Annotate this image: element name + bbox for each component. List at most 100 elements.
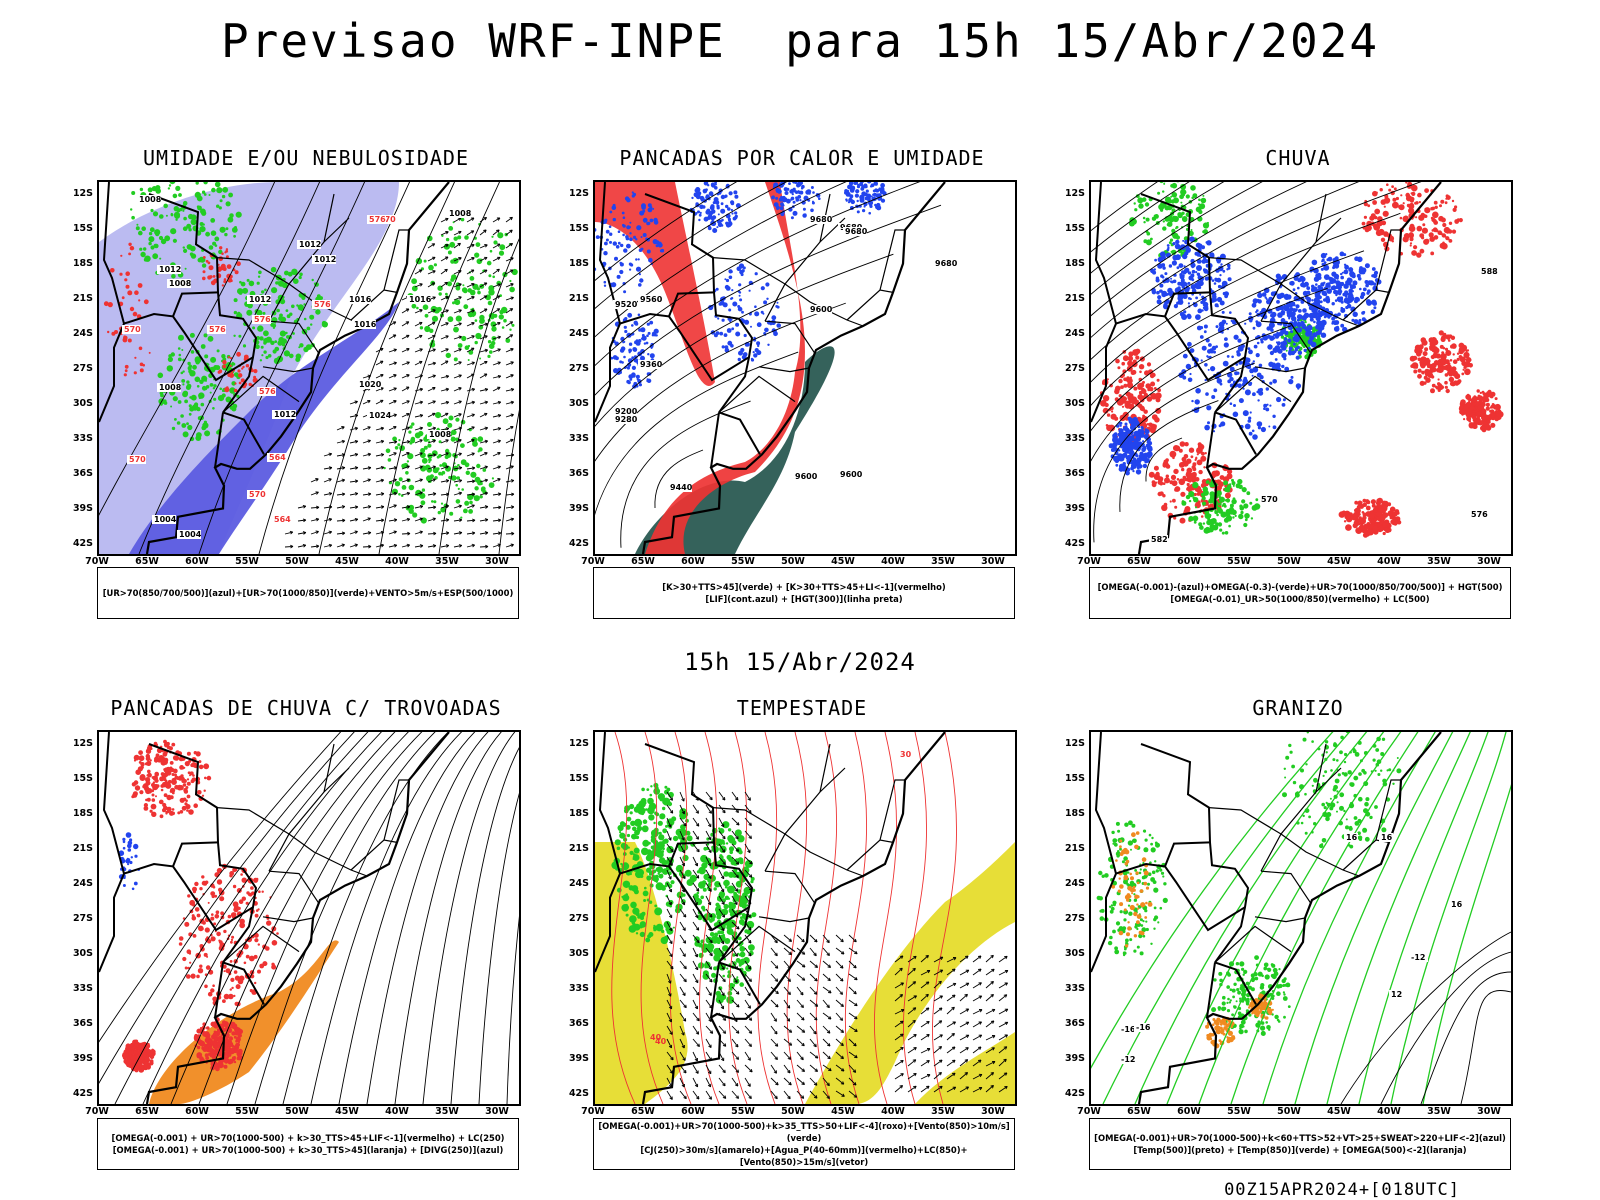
hgt500-lines (1091, 182, 1422, 543)
lat-tick-label: 21S (72, 843, 93, 854)
red-thickness-labels-text: 576 (369, 215, 386, 224)
lon-tick-label: 45W (335, 556, 359, 567)
isobar-labels-text: 1008 (429, 430, 452, 439)
isobar-labels-text: 1016 (409, 295, 432, 304)
red-thickness-labels-text: 564 (274, 515, 291, 524)
legend-line: [OMEGA(-0.01)_UR>50(1000/850)(vermelho) … (1170, 594, 1430, 604)
lat-tick-label: 33S (1064, 433, 1085, 444)
lat-tick-label: 39S (1064, 503, 1085, 514)
map-trovoadas (97, 730, 521, 1106)
temp-labels-text: -16 (1136, 1023, 1151, 1032)
red-thickness-speckle (103, 242, 258, 393)
temp-labels-text: 16 (1451, 900, 1463, 909)
height-labels-text: 9680 (845, 227, 868, 236)
lon-tick-label: 35W (1427, 556, 1451, 567)
lon-tick-label: 30W (981, 1106, 1005, 1117)
isobar-labels-text: 1008 (449, 209, 472, 218)
isobar-labels-text: 1008 (159, 383, 182, 392)
isobar-labels-text: 1016 (349, 295, 372, 304)
streamlines-250 (99, 732, 519, 1104)
lon-tick-label: 55W (1227, 556, 1251, 567)
isobar-labels-text: 1008 (169, 279, 192, 288)
lon-tick-label: 40W (1377, 556, 1401, 567)
lat-tick-label: 30S (568, 948, 589, 959)
lat-tick-label: 33S (1064, 983, 1085, 994)
lon-tick-label: 50W (781, 556, 805, 567)
lon-tick-label: 55W (235, 556, 259, 567)
lon-tick-label: 30W (981, 556, 1005, 567)
state-borders (712, 193, 905, 413)
lat-tick-label: 33S (72, 433, 93, 444)
isobar-labels-text: 1012 (249, 295, 271, 304)
lat-tick-label: 27S (1064, 363, 1085, 374)
lat-tick-label: 42S (72, 1088, 93, 1099)
hgt500-labels-text: 570 (1261, 495, 1278, 504)
panel-title-trovoadas: PANCADAS DE CHUVA C/ TROVOADAS (110, 696, 502, 720)
lon-tick-label: 55W (731, 1106, 755, 1117)
lon-tick-label: 40W (385, 1106, 409, 1117)
lon-tick-label: 30W (485, 556, 509, 567)
lc850-red-lines (611, 732, 957, 1104)
country-borders (99, 732, 265, 1018)
map-pancadas-calor: 9680968096809680960095209560928093609600… (593, 180, 1017, 556)
model-run-footer: 00Z15APR2024+[018UTC] (1224, 1180, 1460, 1200)
height-labels-text: 9280 (615, 415, 638, 424)
legend-pancadas-calor: [K>30+TTS>45](verde) + [K>30+TTS>45+LI<-… (593, 567, 1015, 619)
lon-tick-label: 55W (1227, 1106, 1251, 1117)
lat-tick-label: 18S (72, 808, 93, 819)
lon-tick-label: 70W (1077, 556, 1101, 567)
lon-tick-label: 50W (1277, 556, 1301, 567)
lat-tick-label: 21S (72, 293, 93, 304)
lon-tick-label: 35W (1427, 1106, 1451, 1117)
wind850-vectors (666, 791, 858, 1100)
lat-tick-label: 36S (72, 1018, 93, 1029)
lon-tick-label: 30W (1477, 1106, 1501, 1117)
legend-line: [LIF](cont.azul) + [HGT(300)](linha pret… (705, 594, 903, 604)
convective-red-area-west (595, 182, 715, 386)
height-labels-text: 9360 (640, 360, 663, 369)
lat-tick-label: 27S (568, 363, 589, 374)
lat-tick-label: 15S (72, 773, 93, 784)
lat-tick-label: 30S (1064, 948, 1085, 959)
lon-tick-label: 65W (135, 1106, 159, 1117)
legend-line: [K>30+TTS>45](verde) + [K>30+TTS>45+LI<-… (662, 582, 946, 592)
lat-tick-label: 27S (72, 363, 93, 374)
red-labels-text: 40 (655, 1037, 667, 1046)
humidity-green-contours (130, 182, 518, 524)
lat-tick-label: 15S (568, 773, 589, 784)
temp-labels-text: 16 (1381, 833, 1393, 842)
map-chuva: 588582576570564 (1089, 180, 1513, 556)
rain-red-areas (1099, 182, 1504, 538)
coastline (1137, 182, 1442, 554)
lat-tick-label: 36S (1064, 468, 1085, 479)
lat-tick-label: 30S (72, 398, 93, 409)
lon-tick-label: 50W (285, 1106, 309, 1117)
lon-tick-label: 50W (1277, 1106, 1301, 1117)
lat-tick-label: 15S (72, 223, 93, 234)
lon-tick-label: 65W (1127, 556, 1151, 567)
lat-tick-label: 42S (1064, 538, 1085, 549)
lat-tick-label: 30S (1064, 398, 1085, 409)
legend-line: [OMEGA(-0.001) + UR>70(1000-500) + k>30_… (112, 1145, 504, 1155)
lon-tick-label: 50W (781, 1106, 805, 1117)
lon-tick-label: 65W (135, 556, 159, 567)
isobar-labels-text: 1012 (299, 240, 321, 249)
red-thickness-labels-text: 576 (209, 325, 226, 334)
lon-tick-label: 60W (185, 1106, 209, 1117)
lat-tick-label: 12S (568, 188, 589, 199)
lon-tick-label: 35W (931, 556, 955, 567)
lat-tick-label: 39S (72, 1053, 93, 1064)
red-thickness-labels-text: 564 (269, 453, 286, 462)
lat-tick-label: 18S (1064, 808, 1085, 819)
lon-tick-label: 65W (1127, 1106, 1151, 1117)
temp-labels-text: -16 (1121, 1025, 1136, 1034)
hgt500-labels: 588582576570564 (1149, 267, 1511, 544)
coastline (145, 732, 450, 1104)
legend-line: [CJ(250)>30m/s](amarelo)+[Agua_P(40-60mm… (640, 1145, 968, 1167)
lon-tick-label: 45W (831, 556, 855, 567)
map-canvas-chuva: 588582576570564 (1091, 182, 1511, 554)
lon-tick-label: 40W (1377, 1106, 1401, 1117)
rain-blue-areas (1108, 236, 1382, 476)
